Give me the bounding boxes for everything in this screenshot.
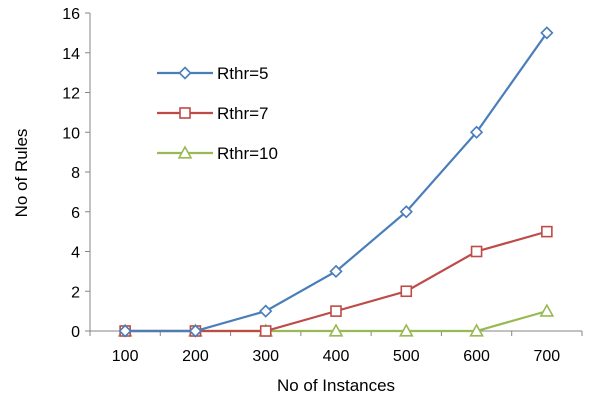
y-tick-label: 4 <box>71 245 80 262</box>
data-point <box>541 225 553 238</box>
legend-marker <box>178 66 192 80</box>
legend-label: Rthr=7 <box>217 104 269 123</box>
legend-marker <box>177 145 193 159</box>
x-tick-label: 200 <box>182 348 209 365</box>
legend-marker <box>179 107 191 119</box>
data-point <box>540 26 554 40</box>
legend-label: Rthr=5 <box>217 64 269 83</box>
data-point <box>470 245 483 258</box>
x-tick-label: 400 <box>323 348 350 365</box>
data-point <box>400 285 413 298</box>
data-point <box>329 264 343 279</box>
legend-item: Rthr=7 <box>157 104 269 123</box>
legend-item: Rthr=10 <box>157 144 278 163</box>
y-tick-label: 10 <box>62 125 80 142</box>
data-point <box>399 205 413 219</box>
y-tick-label: 2 <box>71 284 80 301</box>
data-point <box>539 303 555 317</box>
x-tick-label: 700 <box>534 348 561 365</box>
x-ticks: 100 200 300 400 500 600 700 <box>89 331 583 365</box>
data-point <box>259 304 273 318</box>
y-tick-label: 14 <box>62 46 80 63</box>
series-line <box>125 32 548 333</box>
data-point <box>118 324 132 338</box>
y-tick-label: 6 <box>71 205 80 222</box>
data-point <box>469 323 484 337</box>
data-point <box>469 125 484 139</box>
legend: Rthr=5 Rthr=7 Rthr=10 <box>157 64 278 163</box>
legend-item: Rthr=5 <box>157 64 269 83</box>
series-Rthr=5 <box>118 26 554 338</box>
legend-label: Rthr=10 <box>217 144 278 163</box>
y-tick-label: 8 <box>71 165 80 182</box>
data-point <box>330 305 342 317</box>
x-axis-title: No of Instances <box>277 376 395 395</box>
x-tick-label: 300 <box>252 348 279 365</box>
data-point <box>188 324 203 338</box>
x-tick-label: 500 <box>393 348 420 365</box>
y-axis-title: No of Rules <box>12 129 31 218</box>
series-layer <box>117 26 555 338</box>
y-tick-label: 12 <box>62 86 80 103</box>
x-tick-label: 600 <box>463 348 490 365</box>
data-point <box>259 325 272 337</box>
y-ticks: 0 2 4 6 8 10 12 14 16 <box>62 6 90 341</box>
series-Rthr=7 <box>119 225 553 337</box>
y-tick-label: 0 <box>71 324 80 341</box>
y-tick-label: 16 <box>62 6 80 23</box>
axes <box>89 13 582 332</box>
data-point <box>328 323 344 337</box>
data-point <box>398 323 414 337</box>
x-tick-label: 100 <box>112 348 139 365</box>
